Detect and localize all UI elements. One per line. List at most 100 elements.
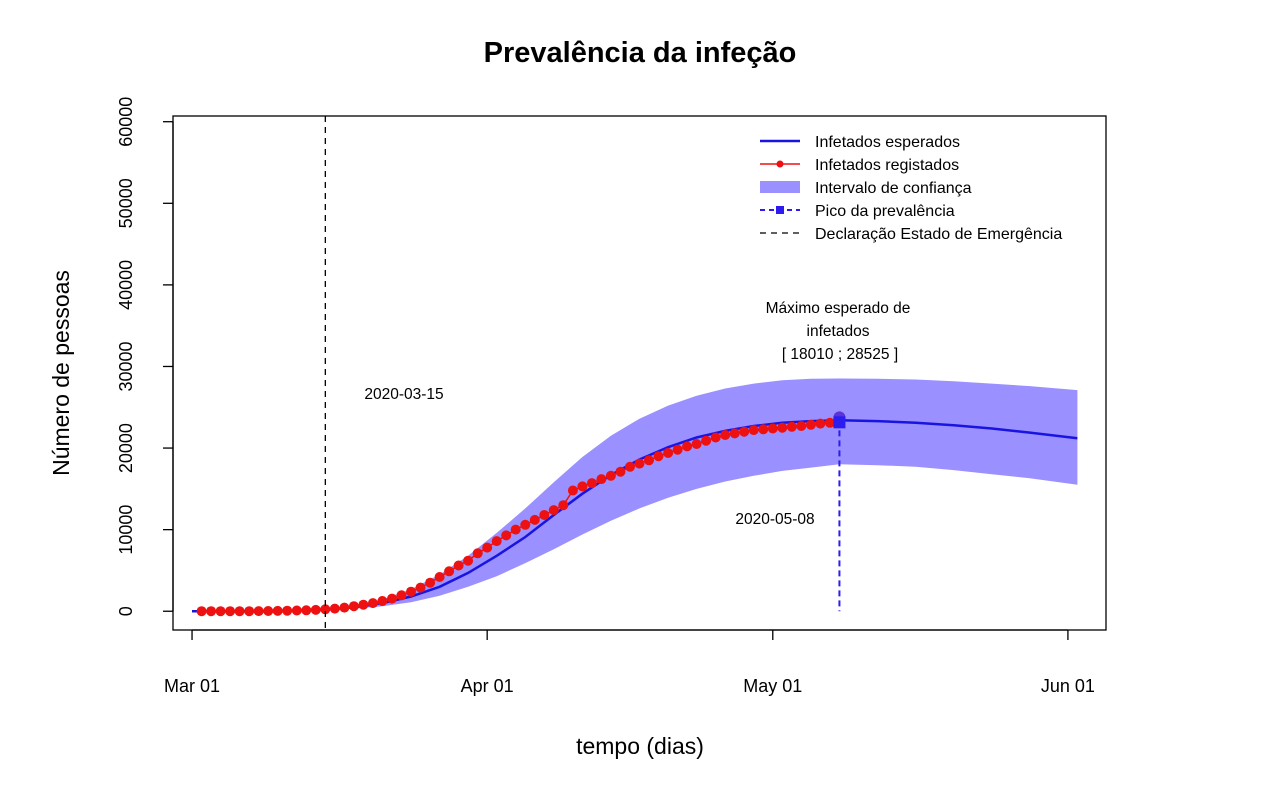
registered-point <box>215 606 226 617</box>
registered-point <box>767 423 778 434</box>
reference-lines-layer <box>324 116 846 630</box>
y-axis-title: Número de pessoas <box>48 270 74 476</box>
registered-point <box>310 604 321 615</box>
chart-title: Prevalência da infeção <box>484 37 797 69</box>
registered-point <box>244 606 255 617</box>
registered-point <box>758 424 769 435</box>
registered-point <box>605 470 616 481</box>
registered-point <box>596 474 607 485</box>
registered-point <box>682 441 693 452</box>
registered-point <box>548 505 559 516</box>
registered-point <box>320 604 331 615</box>
registered-point <box>348 601 359 612</box>
y-tick-label: 50000 <box>116 178 136 228</box>
registered-point <box>577 481 588 492</box>
x-tick-label: Mar 01 <box>164 676 220 696</box>
registered-point <box>367 598 378 609</box>
registered-point <box>387 593 397 604</box>
registered-point <box>710 432 721 443</box>
registered-point <box>339 602 350 613</box>
registered-point <box>434 572 445 582</box>
legend: Infetados esperados Infetados registados… <box>760 134 1062 243</box>
registered-point <box>805 419 816 430</box>
x-axis-title: tempo (dias) <box>576 733 704 759</box>
registered-point <box>453 560 464 571</box>
registered-point <box>720 430 731 440</box>
registered-point <box>196 606 207 617</box>
registered-point <box>291 605 302 616</box>
y-tick-label: 20000 <box>116 423 136 473</box>
max-expected-interval: [ 18010 ; 28525 ] <box>782 346 898 363</box>
y-axis: 0 10000 20000 30000 40000 50000 60000 <box>116 97 174 616</box>
registered-point <box>444 566 455 577</box>
registered-point <box>377 596 388 606</box>
registered-point <box>225 606 236 617</box>
registered-point <box>501 530 512 541</box>
y-tick-label: 40000 <box>116 260 136 310</box>
registered-point <box>691 439 702 449</box>
y-tick-label: 30000 <box>116 341 136 391</box>
registered-point <box>482 542 493 553</box>
registered-point <box>653 451 664 462</box>
registered-point <box>529 514 540 525</box>
registered-point <box>625 461 635 472</box>
registered-point <box>815 418 826 429</box>
legend-label-confidence: Intervalo de confiança <box>815 180 972 197</box>
registered-point <box>234 606 245 617</box>
registered-point <box>396 590 407 601</box>
registered-point <box>558 500 569 511</box>
registered-point <box>406 586 416 597</box>
registered-point <box>520 519 531 530</box>
registered-point <box>786 421 797 432</box>
y-tick-label: 0 <box>116 606 136 616</box>
registered-point <box>644 455 654 466</box>
max-expected-line2: infetados <box>807 323 870 340</box>
x-axis: Mar 01 Apr 01 May 01 Jun 01 <box>164 629 1095 696</box>
registered-point <box>206 606 217 617</box>
registered-point <box>672 444 683 455</box>
y-tick-label: 10000 <box>116 505 136 555</box>
registered-point <box>263 606 274 616</box>
registered-point <box>796 421 807 431</box>
x-tick-label: May 01 <box>743 676 802 696</box>
x-tick-label: Jun 01 <box>1041 676 1095 696</box>
registered-point <box>491 536 502 547</box>
peak-square <box>833 416 846 429</box>
peak-date-annotation: 2020-05-08 <box>735 511 814 528</box>
registered-point <box>663 448 674 458</box>
y-tick-label: 60000 <box>116 97 136 147</box>
max-expected-line1: Máximo esperado de <box>766 300 911 317</box>
registered-point <box>701 435 712 446</box>
registered-point <box>567 485 578 496</box>
registered-point <box>415 582 426 593</box>
registered-point <box>729 428 740 439</box>
confidence-band-layer <box>277 378 1078 612</box>
legend-label-peak: Pico da prevalência <box>815 203 955 220</box>
registered-point <box>253 606 264 617</box>
legend-label-registered: Infetados registados <box>815 157 959 174</box>
legend-square-peak <box>776 206 784 214</box>
registered-point <box>463 555 474 566</box>
legend-label-emergency: Declaração Estado de Emergência <box>815 226 1062 243</box>
legend-label-expected: Infetados esperados <box>815 134 960 151</box>
confidence-band <box>277 378 1078 612</box>
registered-points-layer <box>196 416 845 617</box>
registered-point <box>510 524 521 535</box>
registered-point <box>358 599 369 610</box>
registered-point <box>472 548 483 559</box>
registered-point <box>748 425 759 436</box>
registered-point <box>425 577 436 588</box>
registered-point <box>824 417 835 428</box>
registered-point <box>282 605 293 616</box>
registered-point <box>301 605 312 616</box>
registered-point <box>586 478 597 489</box>
registered-point <box>777 422 788 433</box>
emergency-date-annotation: 2020-03-15 <box>364 386 443 403</box>
registered-point <box>539 510 550 520</box>
registered-point <box>272 605 283 616</box>
x-tick-label: Apr 01 <box>461 676 514 696</box>
legend-point-registered <box>776 160 784 168</box>
registered-point <box>634 458 645 469</box>
